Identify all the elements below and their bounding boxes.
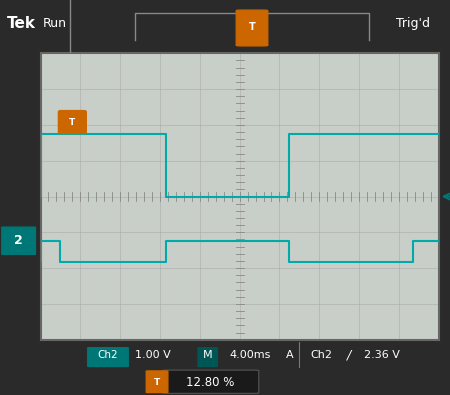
FancyBboxPatch shape: [162, 370, 259, 393]
Text: 2: 2: [14, 234, 23, 247]
FancyBboxPatch shape: [236, 10, 268, 46]
FancyBboxPatch shape: [198, 348, 217, 367]
Text: 12.80 %: 12.80 %: [186, 376, 235, 389]
Text: 1.00 V: 1.00 V: [135, 350, 171, 360]
Text: T: T: [248, 22, 255, 32]
Text: T: T: [69, 118, 76, 126]
Text: Ch2: Ch2: [98, 350, 118, 360]
Text: 2.36 V: 2.36 V: [364, 350, 400, 360]
Text: Ch2: Ch2: [311, 350, 333, 360]
Text: A: A: [286, 350, 293, 360]
Text: M: M: [203, 350, 213, 360]
FancyBboxPatch shape: [58, 111, 86, 134]
FancyBboxPatch shape: [88, 348, 128, 367]
Text: /: /: [346, 349, 351, 362]
Text: Run: Run: [43, 17, 67, 30]
Text: 4.00ms: 4.00ms: [229, 350, 270, 360]
FancyBboxPatch shape: [146, 371, 168, 393]
Text: Trig'd: Trig'd: [396, 17, 430, 30]
FancyBboxPatch shape: [2, 227, 36, 254]
Text: Tek: Tek: [7, 17, 36, 32]
Text: T: T: [154, 378, 160, 387]
